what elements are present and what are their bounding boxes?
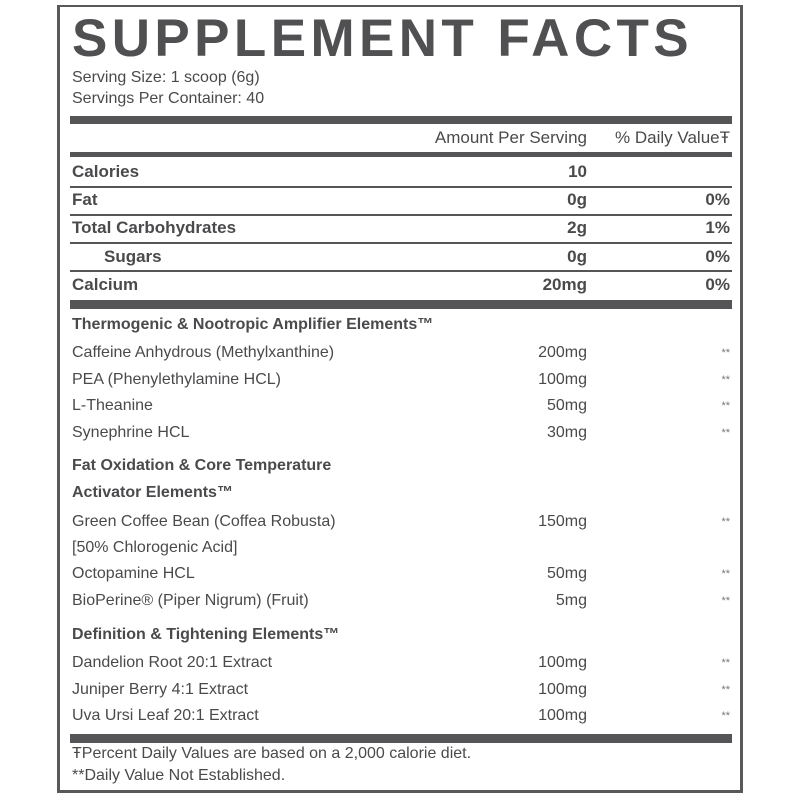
ingredient-name: Uva Ursi Leaf 20:1 Extract	[72, 707, 259, 724]
ingredient-name: Juniper Berry 4:1 Extract	[72, 681, 249, 698]
ingredient-amount: 50mg	[546, 565, 587, 582]
nutrient-name: Sugars	[104, 247, 162, 266]
nutrient-amount: 0g	[567, 190, 587, 209]
section-heading: Definition & Tightening Elements™	[72, 626, 340, 643]
section-heading: Activator Elements™	[72, 484, 233, 501]
ingredient-amount: 100mg	[538, 371, 587, 388]
nutrient-name: Total Carbohydrates	[72, 218, 237, 237]
ingredient-row: Octopamine HCL 50mg **	[72, 563, 730, 585]
divider-thin	[70, 242, 732, 244]
ingredient-name: L-Theanine	[72, 397, 153, 414]
nutrient-dv: 1%	[705, 218, 730, 237]
ingredient-name: Octopamine HCL	[72, 565, 195, 582]
divider-thin	[70, 186, 732, 188]
ingredient-dv: **	[721, 516, 730, 528]
servings-per-container: Servings Per Container: 40	[72, 90, 265, 107]
ingredient-name: BioPerine® (Piper Nigrum) (Fruit)	[72, 592, 309, 609]
nutrient-dv: 0%	[705, 190, 730, 209]
ingredient-note: [50% Chlorogenic Acid]	[72, 537, 730, 559]
divider-thick	[70, 734, 732, 743]
ingredient-row: PEA (Phenylethylamine HCL) 100mg **	[72, 369, 730, 391]
ingredient-row: Dandelion Root 20:1 Extract 100mg **	[72, 652, 730, 674]
section-heading: Fat Oxidation & Core Temperature	[72, 457, 332, 474]
ingredient-row: Caffeine Anhydrous (Methylxanthine) 200mg…	[72, 342, 730, 364]
nutrient-row: Sugars 0g 0%	[72, 246, 730, 268]
ingredient-dv: **	[721, 347, 730, 359]
ingredient-name: PEA (Phenylethylamine HCL)	[72, 371, 281, 388]
label-title: SUPPLEMENT FACTS	[72, 9, 694, 68]
nutrient-amount: 20mg	[542, 275, 587, 294]
ingredient-amount: 5mg	[555, 592, 587, 609]
label-border	[57, 5, 743, 793]
column-header: Amount Per Serving % Daily ValueŦ	[72, 127, 730, 149]
divider-thick	[70, 300, 732, 309]
ingredient-row: Uva Ursi Leaf 20:1 Extract 100mg **	[72, 705, 730, 727]
ingredient-dv: **	[721, 427, 730, 439]
ingredient-amount: 150mg	[538, 513, 587, 530]
ingredient-dv: **	[721, 400, 730, 412]
ingredient-amount: 30mg	[546, 424, 587, 441]
ingredient-dv: **	[721, 684, 730, 696]
nutrient-name: Calcium	[72, 275, 139, 294]
ingredient-name: Green Coffee Bean (Coffea Robusta)	[72, 513, 336, 530]
ingredient-amount: 100mg	[538, 707, 587, 724]
section-heading: Thermogenic & Nootropic Amplifier Elemen…	[72, 316, 434, 333]
ingredient-dv: **	[721, 657, 730, 669]
daily-value-header: % Daily ValueŦ	[615, 128, 730, 147]
ingredient-name: Caffeine Anhydrous (Methylxanthine)	[72, 344, 335, 361]
nutrient-dv: 0%	[705, 247, 730, 266]
ingredient-amount: 200mg	[538, 344, 587, 361]
ingredient-row: Green Coffee Bean (Coffea Robusta) 150mg *…	[72, 511, 730, 533]
nutrient-row: Calcium 20mg 0%	[72, 274, 730, 296]
ingredient-amount: 100mg	[538, 654, 587, 671]
ingredient-row: Synephrine HCL 30mg **	[72, 422, 730, 444]
nutrient-dv: 0%	[705, 275, 730, 294]
nutrient-row: Fat 0g 0%	[72, 189, 730, 211]
serving-size: Serving Size: 1 scoop (6g)	[72, 69, 260, 86]
ingredient-name: Synephrine HCL	[72, 424, 190, 441]
ingredient-amount: 50mg	[546, 397, 587, 414]
ingredient-name: Dandelion Root 20:1 Extract	[72, 654, 273, 671]
divider-thin	[70, 214, 732, 216]
footnote-not-established: **Daily Value Not Established.	[72, 767, 286, 784]
nutrient-amount: 10	[568, 162, 587, 181]
nutrient-amount: 0g	[567, 247, 587, 266]
nutrient-row: Calories 10	[72, 161, 730, 183]
ingredient-dv: **	[721, 710, 730, 722]
nutrient-name: Fat	[72, 190, 98, 209]
divider-thick	[70, 116, 732, 124]
ingredient-row: BioPerine® (Piper Nigrum) (Fruit) 5mg **	[72, 590, 730, 612]
divider-thin	[70, 270, 732, 272]
amount-header: Amount Per Serving	[434, 128, 587, 147]
ingredient-row: L-Theanine 50mg **	[72, 395, 730, 417]
ingredient-row: Juniper Berry 4:1 Extract 100mg **	[72, 679, 730, 701]
ingredient-dv: **	[721, 374, 730, 386]
ingredient-amount: 100mg	[538, 681, 587, 698]
ingredient-dv: **	[721, 568, 730, 580]
ingredient-dv: **	[721, 595, 730, 607]
divider-medium	[70, 152, 732, 157]
nutrient-name: Calories	[72, 162, 140, 181]
footnote-daily-values: ŦPercent Daily Values are based on a 2,0…	[72, 745, 472, 762]
nutrient-amount: 2g	[567, 218, 587, 237]
ingredient-note-text: [50% Chlorogenic Acid]	[72, 539, 238, 556]
nutrient-row: Total Carbohydrates 2g 1%	[72, 217, 730, 239]
